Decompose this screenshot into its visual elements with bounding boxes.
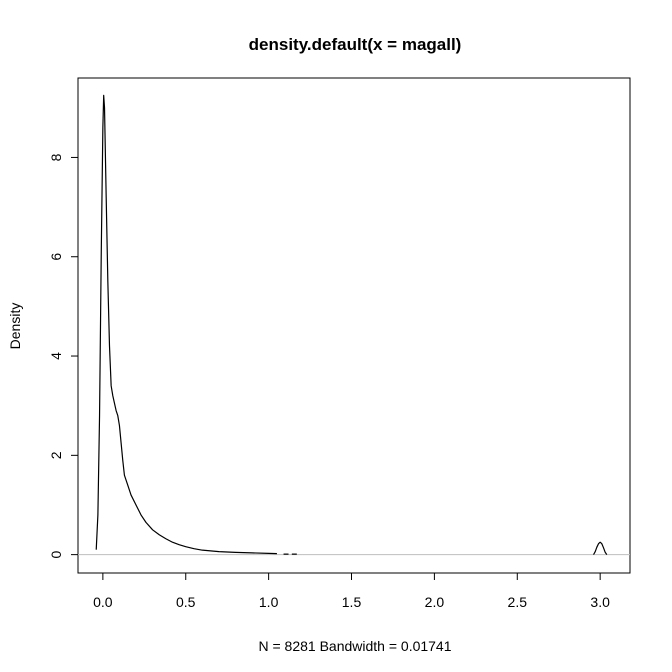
x-axis-label: N = 8281 Bandwidth = 0.01741 xyxy=(258,638,451,654)
x-tick-label: 1.5 xyxy=(342,594,362,610)
x-tick-label: 3.0 xyxy=(590,594,610,610)
x-tick-label: 2.0 xyxy=(425,594,445,610)
plot-area xyxy=(77,77,631,574)
x-tick-label: 0.5 xyxy=(176,594,196,610)
y-tick-label: 6 xyxy=(48,253,64,261)
y-tick-label: 8 xyxy=(48,153,64,161)
chart-title: density.default(x = magall) xyxy=(249,35,462,54)
y-axis-label: Density xyxy=(7,303,23,350)
plot-frame xyxy=(77,77,631,574)
y-tick-label: 4 xyxy=(48,352,64,360)
x-axis: 0.0 0.5 1.0 1.5 2.0 2.5 3.0 xyxy=(93,573,610,610)
x-tick-label: 1.0 xyxy=(259,594,279,610)
density-curve-segment-0 xyxy=(95,94,277,555)
y-tick-label: 2 xyxy=(48,451,64,459)
y-tick-label: 0 xyxy=(48,551,64,559)
x-tick-label: 2.5 xyxy=(508,594,528,610)
density-curve-segment-3 xyxy=(593,541,608,555)
x-tick-label: 0.0 xyxy=(93,594,113,610)
y-axis: 0 2 4 6 8 xyxy=(48,153,78,559)
